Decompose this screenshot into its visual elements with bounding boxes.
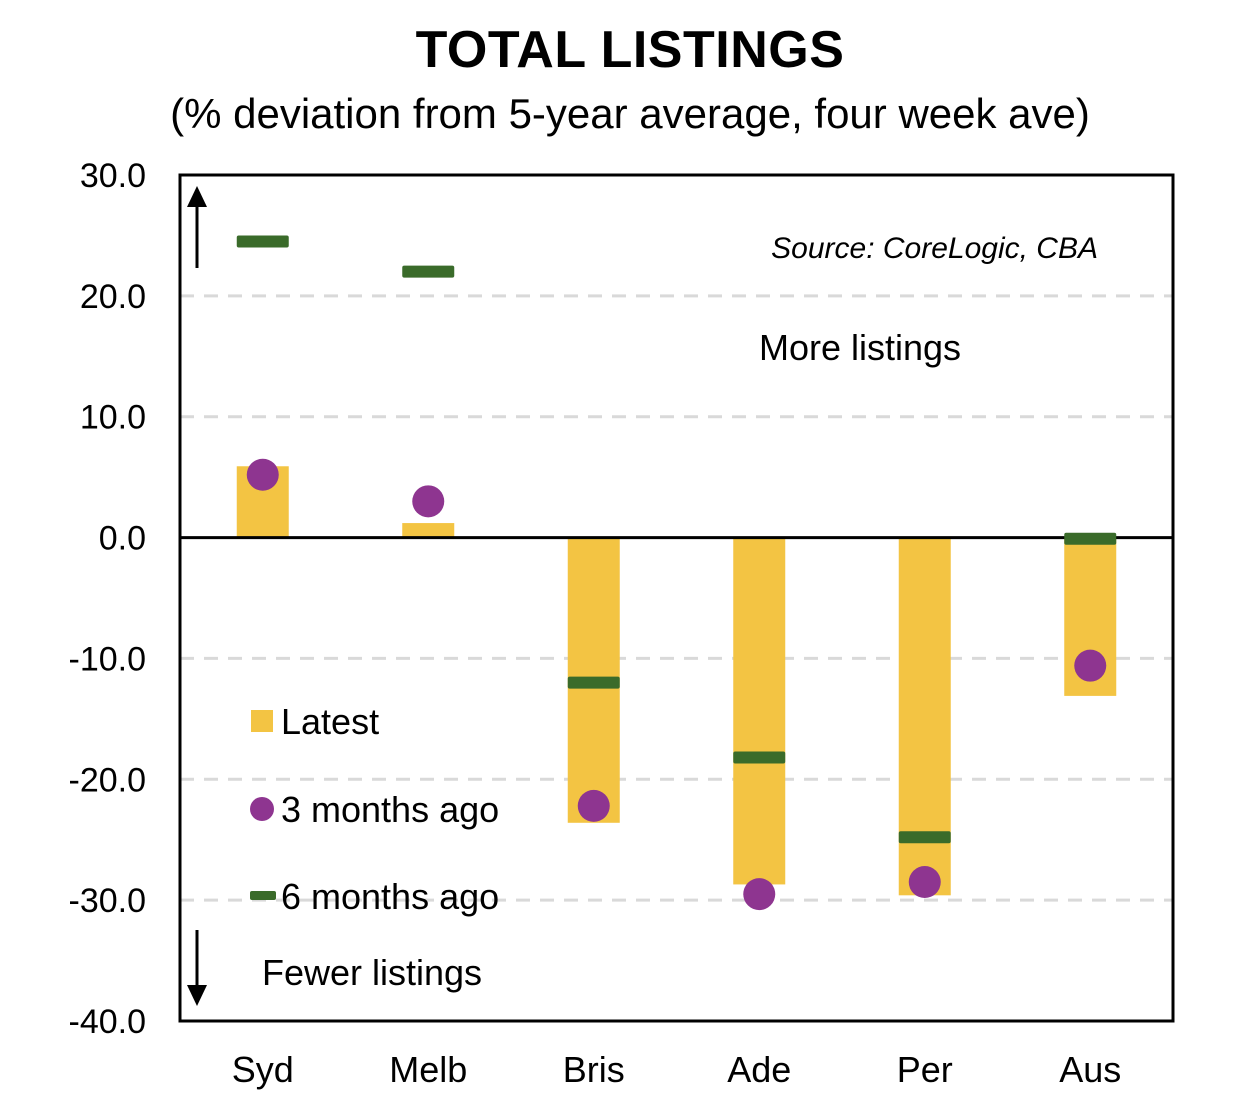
marker-6-months-ade [733, 751, 786, 764]
y-tick-label: 20.0 [80, 278, 146, 316]
marker-3-months-melb [412, 485, 445, 518]
more-listings-label: More listings [759, 327, 961, 368]
legend-item-3-months: 3 months ago [250, 789, 499, 830]
legend-latest-swatch [251, 710, 273, 732]
legend-item-6-months: 6 months ago [250, 876, 499, 917]
legend-latest-label: Latest [281, 701, 379, 742]
marker-6-months-per [898, 831, 951, 844]
marker-3-months-syd [246, 458, 279, 491]
marker-6-months-bris [567, 676, 620, 689]
marker-3-months-ade [743, 878, 776, 911]
marker-6-months-melb [402, 265, 455, 278]
y-tick-label: -20.0 [69, 761, 147, 799]
y-tick-label: -30.0 [69, 882, 147, 920]
legend-3-months-label: 3 months ago [281, 789, 499, 830]
x-tick-label: Per [897, 1049, 953, 1090]
plot-frame [178, 173, 1175, 1023]
up-arrow-icon [187, 186, 207, 268]
legend: Latest 3 months ago 6 months ago [250, 701, 499, 917]
y-tick-label: 30.0 [80, 157, 146, 195]
source-note: Source: CoreLogic, CBA [771, 232, 1098, 265]
dash-layer [236, 235, 1117, 844]
dot-layer [246, 458, 1107, 911]
y-tick-label: -40.0 [69, 1003, 147, 1041]
down-arrow-icon [187, 930, 207, 1006]
y-tick-label: 10.0 [80, 399, 146, 437]
x-tick-label: Ade [727, 1049, 791, 1090]
x-tick-label: Melb [389, 1049, 467, 1090]
legend-6-months-marker [250, 891, 276, 900]
y-tick-label: 0.0 [99, 520, 146, 558]
chart-subtitle: (% deviation from 5-year average, four w… [170, 90, 1090, 137]
marker-3-months-per [908, 866, 941, 899]
bar-latest-ade [733, 537, 786, 885]
chart-title: TOTAL LISTINGS [415, 21, 845, 79]
bar-layer [236, 466, 1117, 896]
marker-6-months-syd [236, 235, 289, 248]
x-tick-label: Bris [563, 1049, 625, 1090]
marker-6-months-aus [1064, 532, 1117, 545]
y-tick-label: -10.0 [69, 640, 147, 678]
legend-6-months-label: 6 months ago [281, 876, 499, 917]
x-tick-labels: Syd Melb Bris Ade Per Aus [232, 1049, 1122, 1090]
grid-layer [180, 294, 1173, 902]
legend-item-latest: Latest [251, 701, 379, 742]
marker-3-months-bris [577, 789, 610, 822]
x-tick-label: Aus [1059, 1049, 1121, 1090]
legend-3-months-marker [250, 797, 274, 821]
marker-3-months-aus [1074, 649, 1107, 682]
y-tick-labels: 30.0 20.0 10.0 0.0 -10.0 -20.0 -30.0 -40.0 [69, 157, 147, 1041]
bar-latest-melb [402, 523, 455, 538]
x-tick-label: Syd [232, 1049, 294, 1090]
fewer-listings-label: Fewer listings [262, 952, 482, 993]
